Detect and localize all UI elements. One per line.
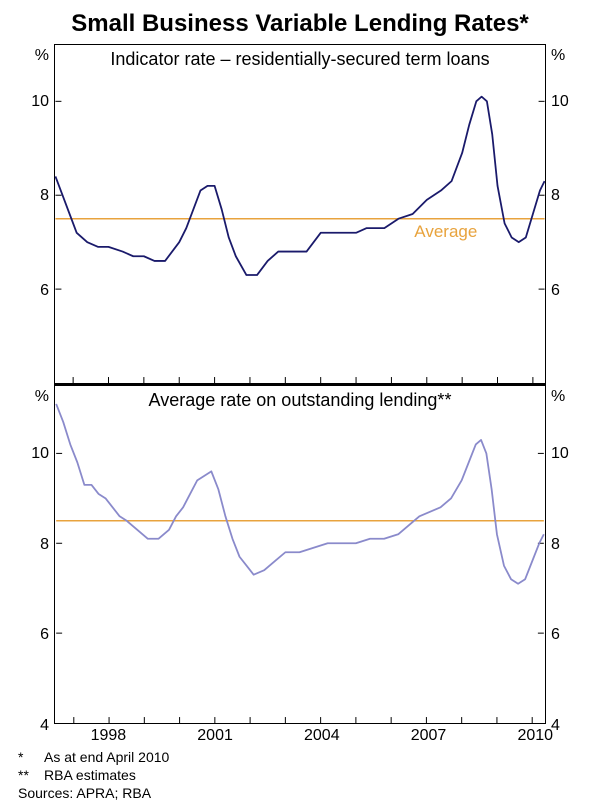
ytick-label: 10 bbox=[31, 93, 55, 111]
average-label: Average bbox=[414, 222, 477, 242]
footnote-2: ** RBA estimates bbox=[18, 766, 169, 784]
panel-bot-yunit-right: % bbox=[545, 388, 565, 406]
ytick-label: 8 bbox=[545, 536, 560, 554]
ytick-label: 6 bbox=[545, 282, 560, 300]
ytick-label: 10 bbox=[31, 445, 55, 463]
xtick-label: 2007 bbox=[411, 723, 447, 745]
ytick-label: 8 bbox=[545, 187, 560, 205]
panel-bottom: Average rate on outstanding lending** % … bbox=[54, 384, 546, 724]
ytick-label: 6 bbox=[40, 626, 55, 644]
ytick-label: 10 bbox=[545, 93, 569, 111]
chart-title: Small Business Variable Lending Rates* bbox=[0, 0, 600, 42]
footnotes: * As at end April 2010 ** RBA estimates … bbox=[18, 748, 169, 803]
panels-area: Indicator rate – residentially-secured t… bbox=[54, 44, 546, 724]
ytick-label: 8 bbox=[40, 187, 55, 205]
panel-bottom-subtitle: Average rate on outstanding lending** bbox=[55, 390, 545, 411]
footnote-1: * As at end April 2010 bbox=[18, 748, 169, 766]
ytick-label: 4 bbox=[545, 717, 560, 735]
ytick-label: 6 bbox=[545, 626, 560, 644]
ytick-label: 8 bbox=[40, 536, 55, 554]
xtick-label: 1998 bbox=[91, 723, 127, 745]
ytick-label: 4 bbox=[40, 717, 55, 735]
panel-top-subtitle: Indicator rate – residentially-secured t… bbox=[55, 49, 545, 70]
panel-top-yunit-left: % bbox=[35, 47, 55, 65]
xtick-label: 2004 bbox=[304, 723, 340, 745]
panel-bottom-svg bbox=[55, 386, 545, 723]
xtick-label: 2001 bbox=[197, 723, 233, 745]
ytick-label: 6 bbox=[40, 282, 55, 300]
panel-top-yunit-right: % bbox=[545, 47, 565, 65]
chart-container: Small Business Variable Lending Rates* I… bbox=[0, 0, 600, 806]
ytick-label: 10 bbox=[545, 445, 569, 463]
panel-bot-yunit-left: % bbox=[35, 388, 55, 406]
panel-top-svg bbox=[55, 45, 545, 383]
panel-top: Indicator rate – residentially-secured t… bbox=[54, 44, 546, 384]
sources: Sources: APRA; RBA bbox=[18, 784, 169, 802]
